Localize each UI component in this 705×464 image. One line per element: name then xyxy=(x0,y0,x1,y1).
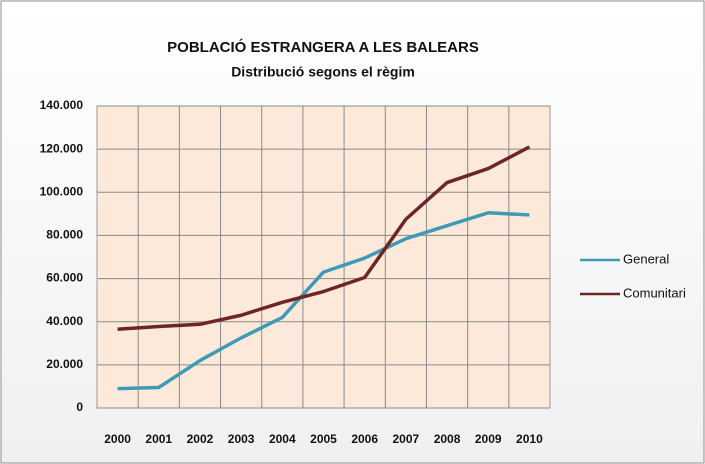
legend-label: Comunitari xyxy=(623,285,686,300)
y-tick-label: 100.000 xyxy=(40,184,84,198)
x-tick-label: 2007 xyxy=(393,432,420,446)
chart-subtitle: Distribució segons el règim xyxy=(231,64,415,80)
x-tick-label: 2000 xyxy=(104,432,131,446)
x-tick-label: 2003 xyxy=(228,432,255,446)
series-line xyxy=(117,211,530,391)
plot-area xyxy=(96,105,551,409)
x-tick-label: 2005 xyxy=(310,432,337,446)
x-tick-label: 2004 xyxy=(269,432,296,446)
y-tick-label: 60.000 xyxy=(46,271,83,285)
y-tick-label: 120.000 xyxy=(40,141,84,155)
x-tick-label: 2010 xyxy=(516,432,543,446)
x-tick-label: 2006 xyxy=(351,432,378,446)
x-tick-label: 2001 xyxy=(145,432,172,446)
y-tick-label: 80.000 xyxy=(46,228,83,242)
y-tick-label: 140.000 xyxy=(40,98,84,112)
x-tick-label: 2009 xyxy=(475,432,502,446)
x-tick-label: 2002 xyxy=(187,432,214,446)
series-line xyxy=(117,145,531,332)
chart-title: POBLACIÓ ESTRANGERA A LES BALEARS xyxy=(167,38,479,56)
legend-label: General xyxy=(623,251,669,266)
x-tick-label: 2008 xyxy=(434,432,461,446)
y-tick-label: 40.000 xyxy=(46,314,83,328)
y-tick-label: 0 xyxy=(76,400,83,414)
y-tick-label: 20.000 xyxy=(46,357,83,371)
